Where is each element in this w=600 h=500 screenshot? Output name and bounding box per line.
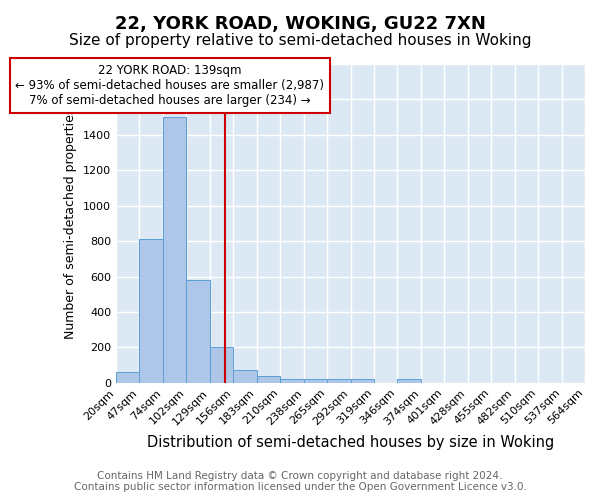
Bar (280, 380, 304, 383)
Text: 22 YORK ROAD: 139sqm
← 93% of semi-detached houses are smaller (2,987)
7% of sem: 22 YORK ROAD: 139sqm ← 93% of semi-detac… (16, 64, 325, 107)
Text: Contains HM Land Registry data © Crown copyright and database right 2024.
Contai: Contains HM Land Registry data © Crown c… (74, 471, 526, 492)
Bar (233, 370, 257, 383)
Bar (210, 348, 233, 383)
Bar (327, 380, 350, 383)
Text: Size of property relative to semi-detached houses in Woking: Size of property relative to semi-detach… (69, 32, 531, 48)
Y-axis label: Number of semi-detached properties: Number of semi-detached properties (64, 108, 77, 339)
X-axis label: Distribution of semi-detached houses by size in Woking: Distribution of semi-detached houses by … (147, 435, 554, 450)
Bar (163, 117, 187, 383)
Bar (304, 380, 327, 383)
Bar (139, 240, 163, 383)
Text: 22, YORK ROAD, WOKING, GU22 7XN: 22, YORK ROAD, WOKING, GU22 7XN (115, 15, 485, 33)
Bar (116, 372, 139, 383)
Bar (257, 376, 280, 383)
Bar (397, 380, 421, 383)
Bar (350, 380, 374, 383)
Bar (187, 280, 210, 383)
